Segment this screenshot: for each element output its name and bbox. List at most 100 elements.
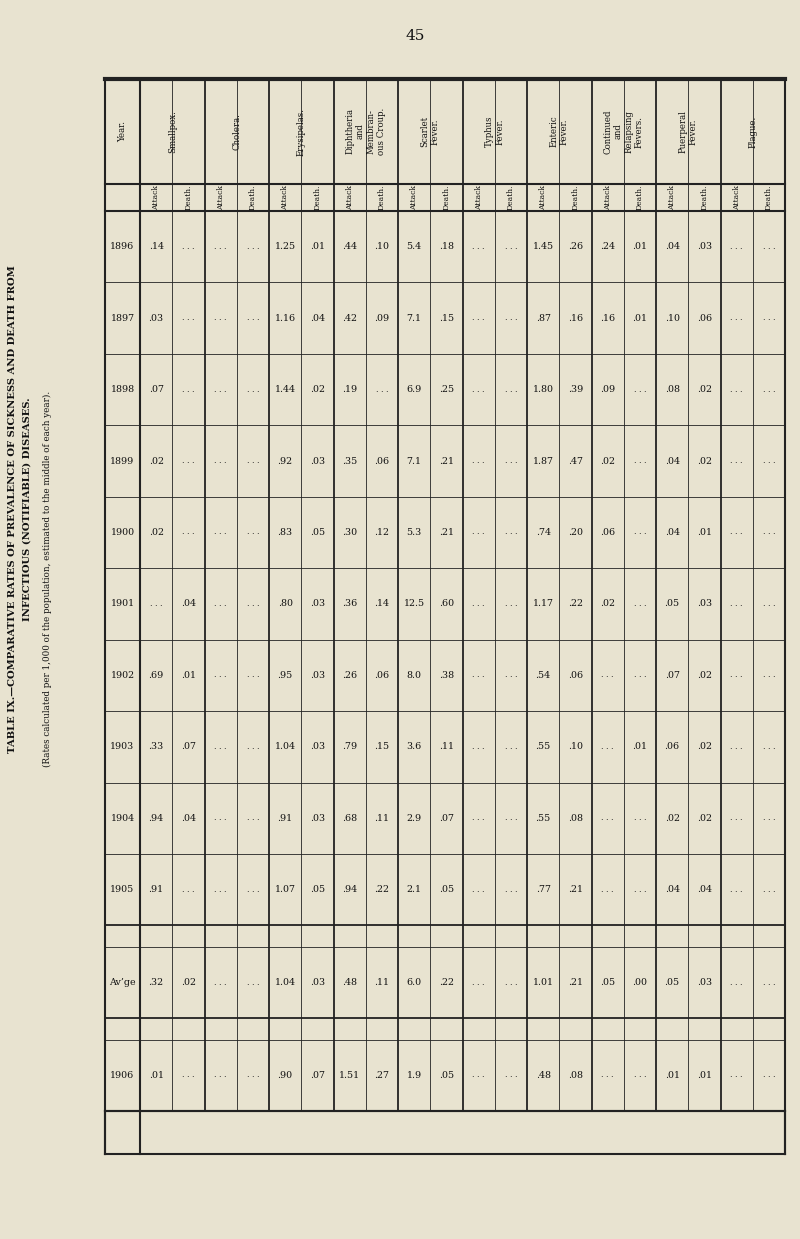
Text: .24: .24 [600, 242, 615, 252]
Text: .04: .04 [181, 600, 196, 608]
Text: Death.: Death. [442, 185, 450, 211]
Text: .21: .21 [439, 528, 454, 536]
Text: . . .: . . . [246, 529, 259, 536]
Text: .11: .11 [374, 978, 390, 987]
Text: .14: .14 [149, 242, 164, 252]
Text: .48: .48 [342, 978, 357, 987]
Text: .05: .05 [665, 978, 680, 987]
Text: 6.0: 6.0 [406, 978, 422, 987]
Text: .03: .03 [310, 742, 325, 751]
Text: .04: .04 [665, 242, 680, 252]
Text: Death.: Death. [636, 185, 644, 211]
Text: Av’ge: Av’ge [109, 978, 136, 987]
Text: Death.: Death. [507, 185, 515, 211]
Text: Death.: Death. [184, 185, 192, 211]
Text: . . .: . . . [246, 457, 259, 465]
Text: .55: .55 [535, 814, 550, 823]
Text: .07: .07 [310, 1070, 325, 1080]
Text: . . .: . . . [246, 243, 259, 250]
Text: 1.45: 1.45 [533, 242, 554, 252]
Text: .03: .03 [310, 670, 325, 680]
Text: . . .: . . . [182, 243, 194, 250]
Text: .07: .07 [149, 385, 164, 394]
Text: .21: .21 [439, 456, 454, 466]
Text: . . .: . . . [730, 529, 743, 536]
Text: Death.: Death. [249, 185, 257, 211]
Text: Continued
and
Relapsing
Fevers.: Continued and Relapsing Fevers. [604, 109, 644, 154]
Text: .22: .22 [439, 978, 454, 987]
Text: . . .: . . . [730, 457, 743, 465]
Text: 1.04: 1.04 [274, 742, 296, 751]
Text: . . .: . . . [246, 814, 259, 823]
Text: .32: .32 [149, 978, 164, 987]
Text: . . .: . . . [214, 600, 227, 608]
Text: . . .: . . . [762, 457, 775, 465]
Text: Attack: Attack [733, 185, 741, 209]
Text: . . .: . . . [602, 886, 614, 893]
Text: .01: .01 [632, 742, 647, 751]
Text: .38: .38 [439, 670, 454, 680]
Text: . . .: . . . [214, 457, 227, 465]
Text: . . .: . . . [730, 243, 743, 250]
Text: Death.: Death. [700, 185, 708, 211]
Text: 7.1: 7.1 [406, 456, 422, 466]
Text: .06: .06 [697, 313, 712, 322]
Text: .10: .10 [568, 742, 583, 751]
Text: 1.16: 1.16 [274, 313, 296, 322]
Text: .83: .83 [278, 528, 293, 536]
Text: . . .: . . . [472, 672, 485, 679]
Text: . . .: . . . [214, 529, 227, 536]
Text: . . .: . . . [472, 315, 485, 322]
Text: Plague.: Plague. [748, 115, 758, 147]
Text: . . .: . . . [634, 600, 646, 608]
Text: .26: .26 [568, 242, 583, 252]
Text: Puerperal
Fever.: Puerperal Fever. [678, 110, 698, 152]
Text: Attack: Attack [668, 185, 676, 209]
Text: .77: .77 [536, 885, 550, 895]
Text: .94: .94 [342, 885, 357, 895]
Text: .95: .95 [278, 670, 293, 680]
Text: .02: .02 [665, 814, 680, 823]
Text: . . .: . . . [762, 600, 775, 608]
Text: .14: .14 [374, 600, 390, 608]
Text: .07: .07 [181, 742, 196, 751]
Text: .03: .03 [697, 978, 712, 987]
Text: . . .: . . . [505, 529, 517, 536]
Text: 1898: 1898 [110, 385, 134, 394]
Text: .06: .06 [568, 670, 583, 680]
Text: . . .: . . . [472, 243, 485, 250]
Text: . . .: . . . [214, 886, 227, 893]
Text: . . .: . . . [150, 600, 162, 608]
Text: . . .: . . . [182, 886, 194, 893]
Text: .68: .68 [342, 814, 357, 823]
Text: Attack: Attack [152, 185, 160, 209]
Text: .04: .04 [697, 885, 712, 895]
Text: .03: .03 [310, 456, 325, 466]
Text: .10: .10 [665, 313, 680, 322]
Text: .48: .48 [536, 1070, 550, 1080]
Text: . . .: . . . [730, 385, 743, 394]
Text: . . .: . . . [182, 315, 194, 322]
Text: . . .: . . . [472, 1072, 485, 1079]
Text: .05: .05 [600, 978, 615, 987]
Text: 5.3: 5.3 [406, 528, 422, 536]
Text: .74: .74 [536, 528, 550, 536]
Text: . . .: . . . [246, 672, 259, 679]
Text: .12: .12 [374, 528, 390, 536]
Text: .94: .94 [149, 814, 164, 823]
Text: .25: .25 [439, 385, 454, 394]
Text: . . .: . . . [730, 315, 743, 322]
Text: . . .: . . . [762, 529, 775, 536]
Text: . . .: . . . [214, 243, 227, 250]
Text: .18: .18 [439, 242, 454, 252]
Text: Attack: Attack [346, 185, 354, 209]
Text: . . .: . . . [762, 814, 775, 823]
Text: . . .: . . . [730, 886, 743, 893]
Text: .91: .91 [278, 814, 293, 823]
Text: .44: .44 [342, 242, 357, 252]
Text: . . .: . . . [762, 1072, 775, 1079]
Text: 5.4: 5.4 [406, 242, 422, 252]
Text: .04: .04 [181, 814, 196, 823]
Text: 1896: 1896 [110, 242, 134, 252]
Text: . . .: . . . [762, 743, 775, 751]
